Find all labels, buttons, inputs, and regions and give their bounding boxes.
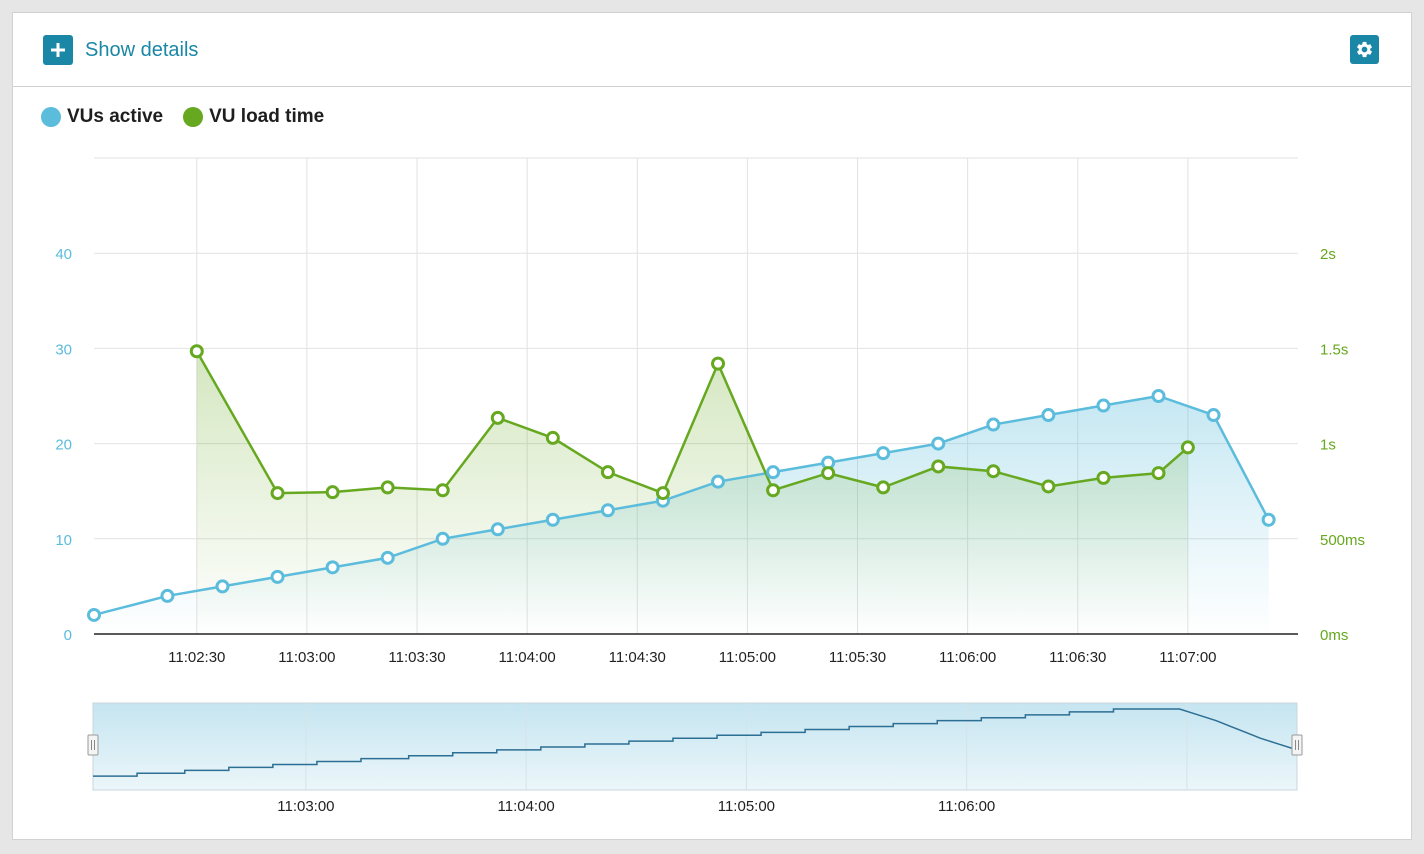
chart-legend: VUs active VU load time	[41, 106, 344, 128]
settings-button[interactable]	[1350, 35, 1379, 64]
chart-panel: Show details VUs active VU load time	[12, 12, 1412, 840]
gear-icon	[1357, 41, 1372, 58]
plus-icon	[51, 43, 65, 57]
show-details-button[interactable]	[43, 35, 73, 65]
legend-label-vus-active: VUs active	[67, 106, 164, 127]
legend-item-vus-active[interactable]: VUs active	[41, 106, 163, 128]
legend-item-vu-load-time[interactable]: VU load time	[183, 106, 324, 128]
panel-header: Show details	[13, 13, 1411, 87]
legend-dot-vu-load-time	[183, 107, 204, 127]
legend-dot-vus-active	[41, 107, 61, 127]
show-details-link[interactable]: Show details	[85, 39, 199, 61]
legend-label-vu-load-time: VU load time	[209, 106, 325, 127]
